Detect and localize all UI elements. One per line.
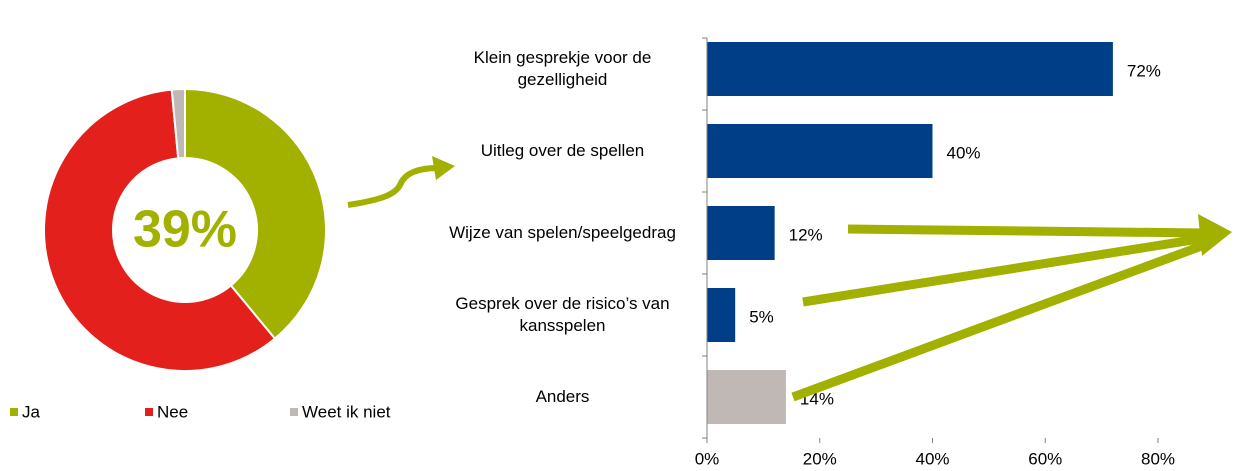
bar [707, 206, 775, 260]
category-label: Gesprek over de risico’s van kansspelen [455, 294, 670, 335]
bar [707, 124, 933, 178]
legend-swatch [290, 408, 298, 416]
x-tick-label: 60% [1028, 449, 1062, 468]
arrow-head [432, 156, 455, 180]
x-tick-label: 0% [695, 449, 720, 468]
bar [707, 42, 1113, 96]
donut-slice [170, 87, 186, 160]
legend-label: Ja [22, 402, 41, 421]
category-label: Klein gesprekje voor de gezelligheid [473, 48, 652, 89]
legend-label: Nee [157, 402, 188, 421]
arrow-line [802, 233, 1206, 307]
bar [707, 370, 786, 424]
curved-arrow [347, 165, 439, 208]
category-label: Uitleg over de spellen [480, 141, 645, 160]
arrow-head [1198, 214, 1232, 256]
arrow-line [791, 239, 1209, 402]
x-tick-label: 40% [915, 449, 949, 468]
arrow-line [847, 224, 1206, 238]
value-label: 40% [947, 143, 981, 162]
value-label: 12% [789, 225, 823, 244]
value-label: 72% [1127, 61, 1161, 80]
value-label: 5% [749, 307, 774, 326]
x-tick-label: 80% [1141, 449, 1175, 468]
x-tick-label: 20% [803, 449, 837, 468]
category-label: Wijze van spelen/speelgedrag [449, 223, 676, 242]
legend-swatch [145, 408, 153, 416]
center-label: 39% [133, 201, 237, 259]
legend-swatch [10, 408, 18, 416]
donut-slice [184, 87, 327, 341]
donut-slice [43, 88, 277, 372]
arrows [347, 156, 1232, 402]
bar [707, 288, 736, 342]
legend-label: Weet ik niet [302, 402, 391, 421]
category-label: Anders [535, 387, 590, 406]
